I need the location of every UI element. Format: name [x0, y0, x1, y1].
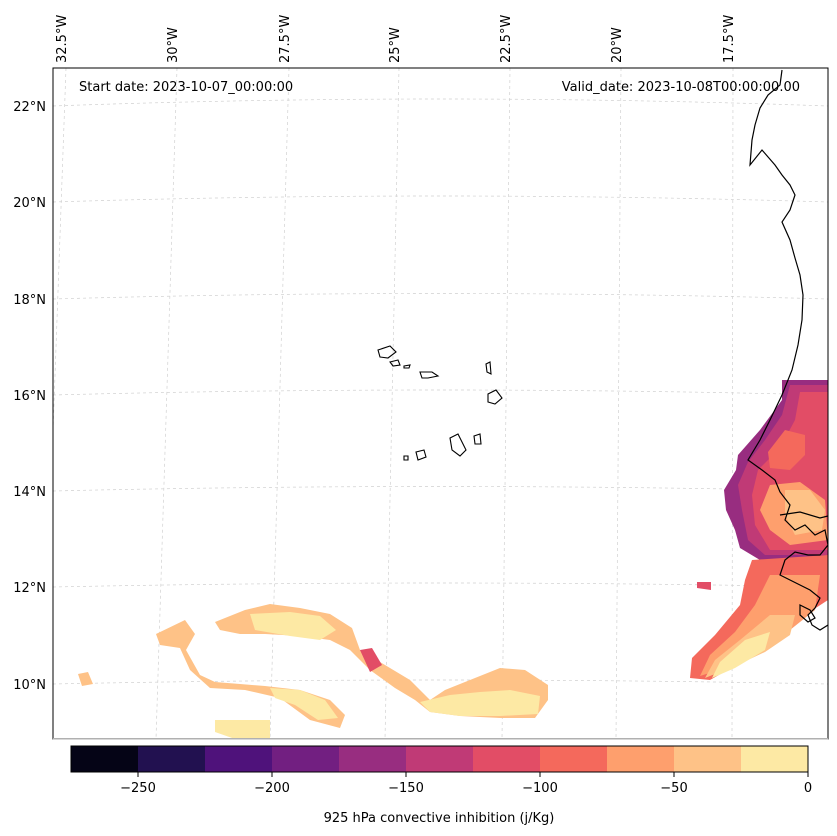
lat-label-18n: 18°N	[13, 293, 46, 308]
lon-label-25w: 25°W	[388, 27, 403, 63]
lat-label-10n: 10°N	[13, 678, 46, 693]
map-area	[53, 68, 828, 739]
lat-label-20n: 20°N	[13, 196, 46, 211]
island-santa-luzia	[403, 364, 411, 369]
colorbar-tick-minus-100: −100	[522, 781, 558, 796]
start-date-label: Start date: 2023-10-07_00:00:00	[79, 80, 293, 95]
lon-label-30w: 30°W	[166, 27, 181, 63]
island-boa-vista	[487, 389, 503, 405]
colorbar-swatch	[339, 746, 407, 772]
cin-region-east-speck	[697, 582, 711, 590]
cin-region-east-core1	[768, 430, 805, 470]
colorbar-swatch	[473, 746, 541, 772]
island-sal	[485, 361, 492, 375]
latitude-labels: 22°N 20°N 18°N 16°N 14°N 12°N 10°N	[13, 100, 46, 693]
colorbar-swatch	[741, 746, 809, 772]
coastlines	[747, 69, 828, 631]
lon-label-20w: 20°W	[610, 27, 625, 63]
colorbar-swatch	[674, 746, 742, 772]
colorbar-tick-labels: −250 −200 −150 −100 −50 0	[120, 781, 812, 796]
cin-region-west-core1	[250, 612, 336, 640]
island-sao-nicolau	[419, 371, 440, 379]
island-fogo	[415, 449, 427, 461]
cin-region-west-core4	[215, 720, 270, 739]
lon-label-17-5w: 17.5°W	[722, 15, 737, 63]
longitude-labels: 32.5°W 30°W 27.5°W 25°W 22.5°W 20°W 17.5…	[55, 15, 737, 63]
colorbar-swatch	[540, 746, 608, 772]
colorbar-tick-minus-200: −200	[254, 781, 290, 796]
cape-verde-islands	[377, 345, 503, 461]
colorbar-swatch	[272, 746, 340, 772]
lat-label-22n: 22°N	[13, 100, 46, 115]
colorbar-swatches	[71, 746, 809, 772]
colorbar-swatch	[138, 746, 206, 772]
colorbar-tick-0: 0	[804, 781, 812, 796]
colorbar-tick-minus-250: −250	[120, 781, 156, 796]
colorbar-ticks	[137, 772, 809, 777]
island-santo-antao	[377, 345, 397, 359]
colorbar-swatch	[71, 746, 139, 772]
cin-field	[78, 380, 828, 739]
lon-label-22-5w: 22.5°W	[499, 15, 514, 63]
gambia-inlet	[779, 511, 828, 519]
island-brava	[403, 455, 409, 461]
island-sao-vicente	[389, 359, 401, 367]
colorbar-tick-minus-150: −150	[388, 781, 424, 796]
map-bottom-edge	[53, 738, 828, 740]
lat-label-12n: 12°N	[13, 581, 46, 596]
island-santiago	[449, 433, 467, 457]
cin-region-west-core2	[420, 690, 540, 716]
bissagos-coast	[799, 604, 816, 623]
lon-label-32-5w: 32.5°W	[55, 15, 70, 63]
colorbar-swatch	[406, 746, 474, 772]
cin-region-east-core3	[785, 490, 825, 535]
valid-date-label: Valid_date: 2023-10-08T00:00:00.00	[562, 80, 800, 95]
colorbar-swatch	[607, 746, 675, 772]
cin-region-far-west-speck	[78, 672, 93, 686]
lat-label-14n: 14°N	[13, 485, 46, 500]
lon-label-27-5w: 27.5°W	[278, 15, 293, 63]
cin-region-southeast-core	[712, 632, 770, 678]
lat-label-16n: 16°N	[13, 389, 46, 404]
colorbar-frame	[70, 745, 809, 773]
cin-region-west-speck	[360, 648, 382, 672]
colorbar-title: 925 hPa convective inhibition (j/Kg)	[324, 811, 555, 826]
cin-region-west-core3	[270, 688, 338, 720]
africa-coastline	[747, 69, 828, 631]
colorbar-tick-minus-50: −50	[660, 781, 687, 796]
colorbar-swatch	[205, 746, 273, 772]
island-maio	[473, 433, 482, 445]
colorbar: −250 −200 −150 −100 −50 0 925 hPa convec…	[70, 745, 812, 826]
